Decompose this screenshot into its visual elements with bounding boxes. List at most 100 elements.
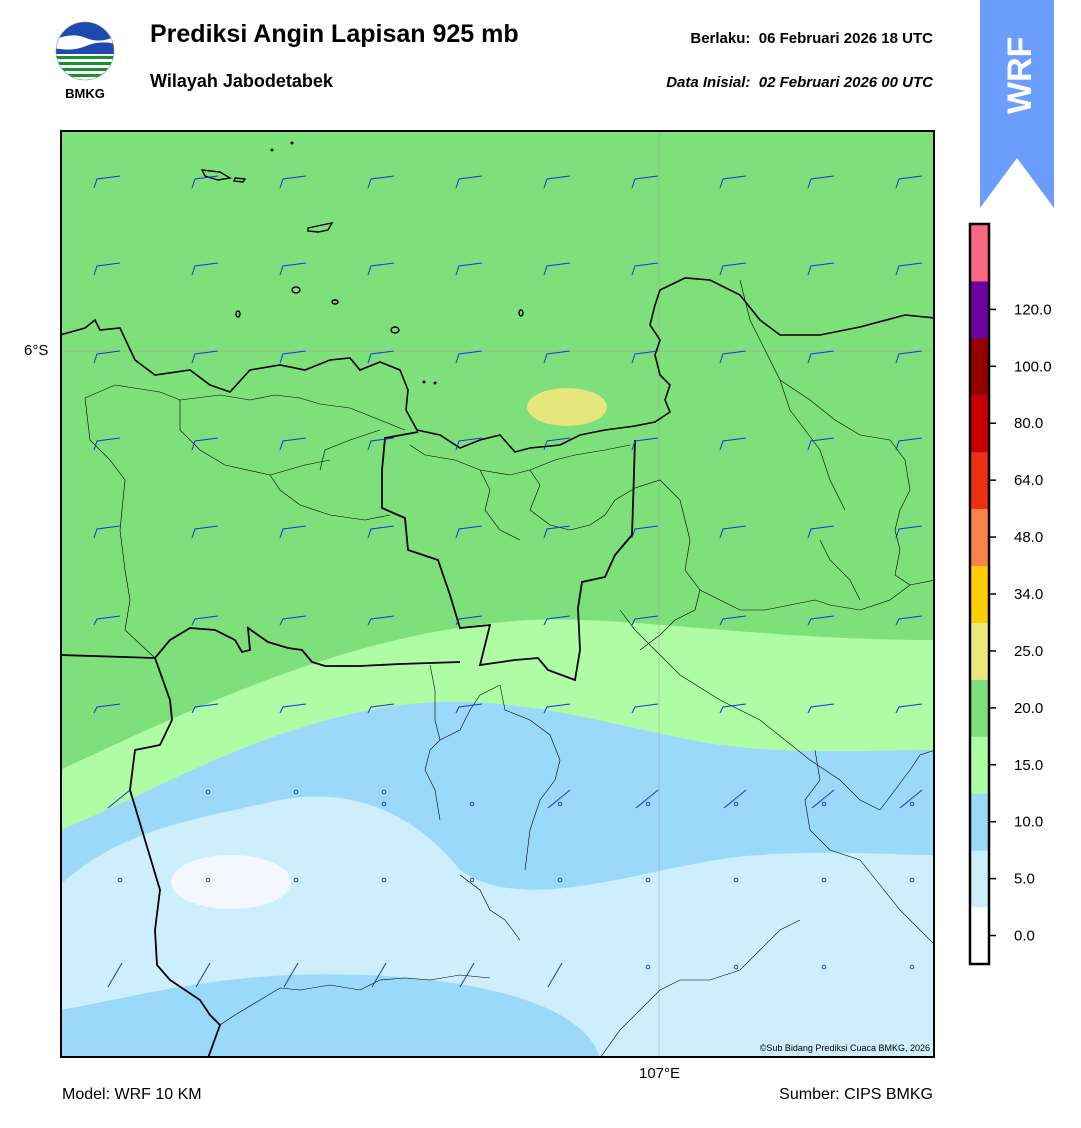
wind-barb (191, 615, 219, 626)
colorbar-tick-label: 100.0 (1014, 358, 1052, 375)
colorbar-tick-label: 25.0 (1014, 643, 1043, 660)
wind-barb (371, 962, 387, 988)
wind-barb (719, 437, 747, 451)
colorbar-tick-label: 10.0 (1014, 814, 1043, 831)
valid-value: 06 Februari 2026 18 UTC (758, 30, 933, 47)
wind-barb (93, 262, 121, 276)
colorbar-segment (970, 280, 989, 339)
wind-calm-marker (645, 964, 651, 970)
wind-barbs (93, 175, 923, 988)
wind-barb (631, 350, 659, 364)
wind-barb (455, 703, 483, 714)
wind-barb (455, 175, 483, 189)
wind-barb (719, 350, 747, 364)
wind-barb (631, 437, 659, 451)
wind-calm-marker (645, 877, 651, 883)
init-time: Data Inisial: 02 Februari 2026 00 UTC (666, 74, 933, 91)
wind-barb (719, 703, 747, 714)
wind-barb (191, 437, 219, 451)
source-label: Sumber: CIPS BMKG (779, 1086, 933, 1103)
wind-barb (279, 350, 307, 364)
wind-barb (191, 262, 219, 276)
wind-calm-marker (821, 964, 827, 970)
wind-barb (719, 525, 747, 539)
wind-barb (719, 175, 747, 189)
wind-barb (93, 615, 121, 626)
colorbar-tick-label: 120.0 (1014, 301, 1052, 318)
wind-calm-marker (909, 877, 915, 883)
wind-barb (895, 703, 923, 714)
colorbar-tick-label: 80.0 (1014, 415, 1043, 432)
colorbar-tick-label: 0.0 (1014, 928, 1035, 945)
colorbar-segment (970, 224, 989, 282)
colorbar-segment (970, 451, 989, 510)
colorbar-tick-label: 15.0 (1014, 757, 1043, 774)
wind-barb (631, 525, 659, 539)
wind-barb (367, 615, 395, 626)
colorbar-tick-label: 20.0 (1014, 700, 1043, 717)
wind-barb (455, 350, 483, 364)
colorbar-tick-label: 48.0 (1014, 529, 1043, 546)
wind-barb (455, 437, 483, 451)
wind-barb (367, 703, 395, 714)
colorbar-segment (970, 622, 989, 680)
colorbar-segment (970, 793, 989, 851)
wind-barb (723, 789, 747, 809)
wind-map: ©Sub Bidang Prediksi Cuaca BMKG, 2026 (60, 130, 935, 1058)
speed-colorbar: 0.0 5.0 10.0 15.0 20.0 25.0 34.0 48.0 64.0 80.0 10… (968, 222, 1052, 966)
colorbar-segment (970, 850, 989, 908)
wind-calm-marker (821, 801, 827, 807)
wind-calm-marker (469, 877, 475, 883)
wind-barb (631, 262, 659, 276)
wind-calm-marker (469, 801, 475, 807)
wind-barb (195, 962, 211, 988)
wind-barb (191, 703, 219, 714)
colorbar-segment (970, 394, 989, 453)
wind-calm-marker (117, 877, 123, 883)
wind-barb (93, 175, 121, 189)
wind-barb (543, 350, 571, 364)
wind-barb (631, 703, 659, 714)
wind-calm-marker (293, 789, 299, 795)
bmkg-logo: BMKG (55, 21, 115, 101)
longitude-label: 107°E (639, 1065, 681, 1082)
wind-barb (455, 262, 483, 276)
latitude-label: 6°S (24, 342, 49, 359)
colorbar-segment (970, 679, 989, 737)
valid-time: Berlaku: 06 Februari 2026 18 UTC (690, 30, 933, 47)
wind-calm-marker (293, 877, 299, 883)
wind-barb (191, 525, 219, 539)
wind-barb (459, 962, 475, 988)
wind-barb (455, 615, 483, 626)
wind-calm-marker (557, 801, 563, 807)
wind-calm-marker (381, 877, 387, 883)
wind-calm-marker (733, 801, 739, 807)
wind-calm-marker (821, 877, 827, 883)
wind-barb (807, 615, 835, 626)
wind-calm-marker (205, 877, 211, 883)
wind-barb (279, 437, 307, 451)
wind-barb (895, 350, 923, 364)
wind-barb (107, 789, 131, 809)
map-credit: ©Sub Bidang Prediksi Cuaca BMKG, 2026 (760, 1043, 930, 1053)
wind-barb (279, 615, 307, 626)
wind-barb (367, 437, 395, 451)
model-label: Model: WRF 10 KM (62, 1086, 202, 1103)
wind-barb (547, 962, 563, 988)
colorbar-segment (970, 508, 989, 567)
wind-calm-marker (733, 964, 739, 970)
wind-calm-marker (645, 801, 651, 807)
wind-barb (543, 615, 571, 626)
wind-barb (895, 615, 923, 626)
wind-calm-marker (381, 789, 387, 795)
init-label: Data Inisial: (666, 74, 751, 91)
wind-barb (367, 525, 395, 539)
wind-barb (543, 175, 571, 189)
wind-barb (811, 789, 835, 809)
wind-barb (543, 437, 571, 451)
colorbar-segment (970, 337, 989, 396)
wind-barb (547, 789, 571, 809)
wind-calm-marker (909, 801, 915, 807)
wind-barb (93, 350, 121, 364)
wind-barb (543, 525, 571, 539)
